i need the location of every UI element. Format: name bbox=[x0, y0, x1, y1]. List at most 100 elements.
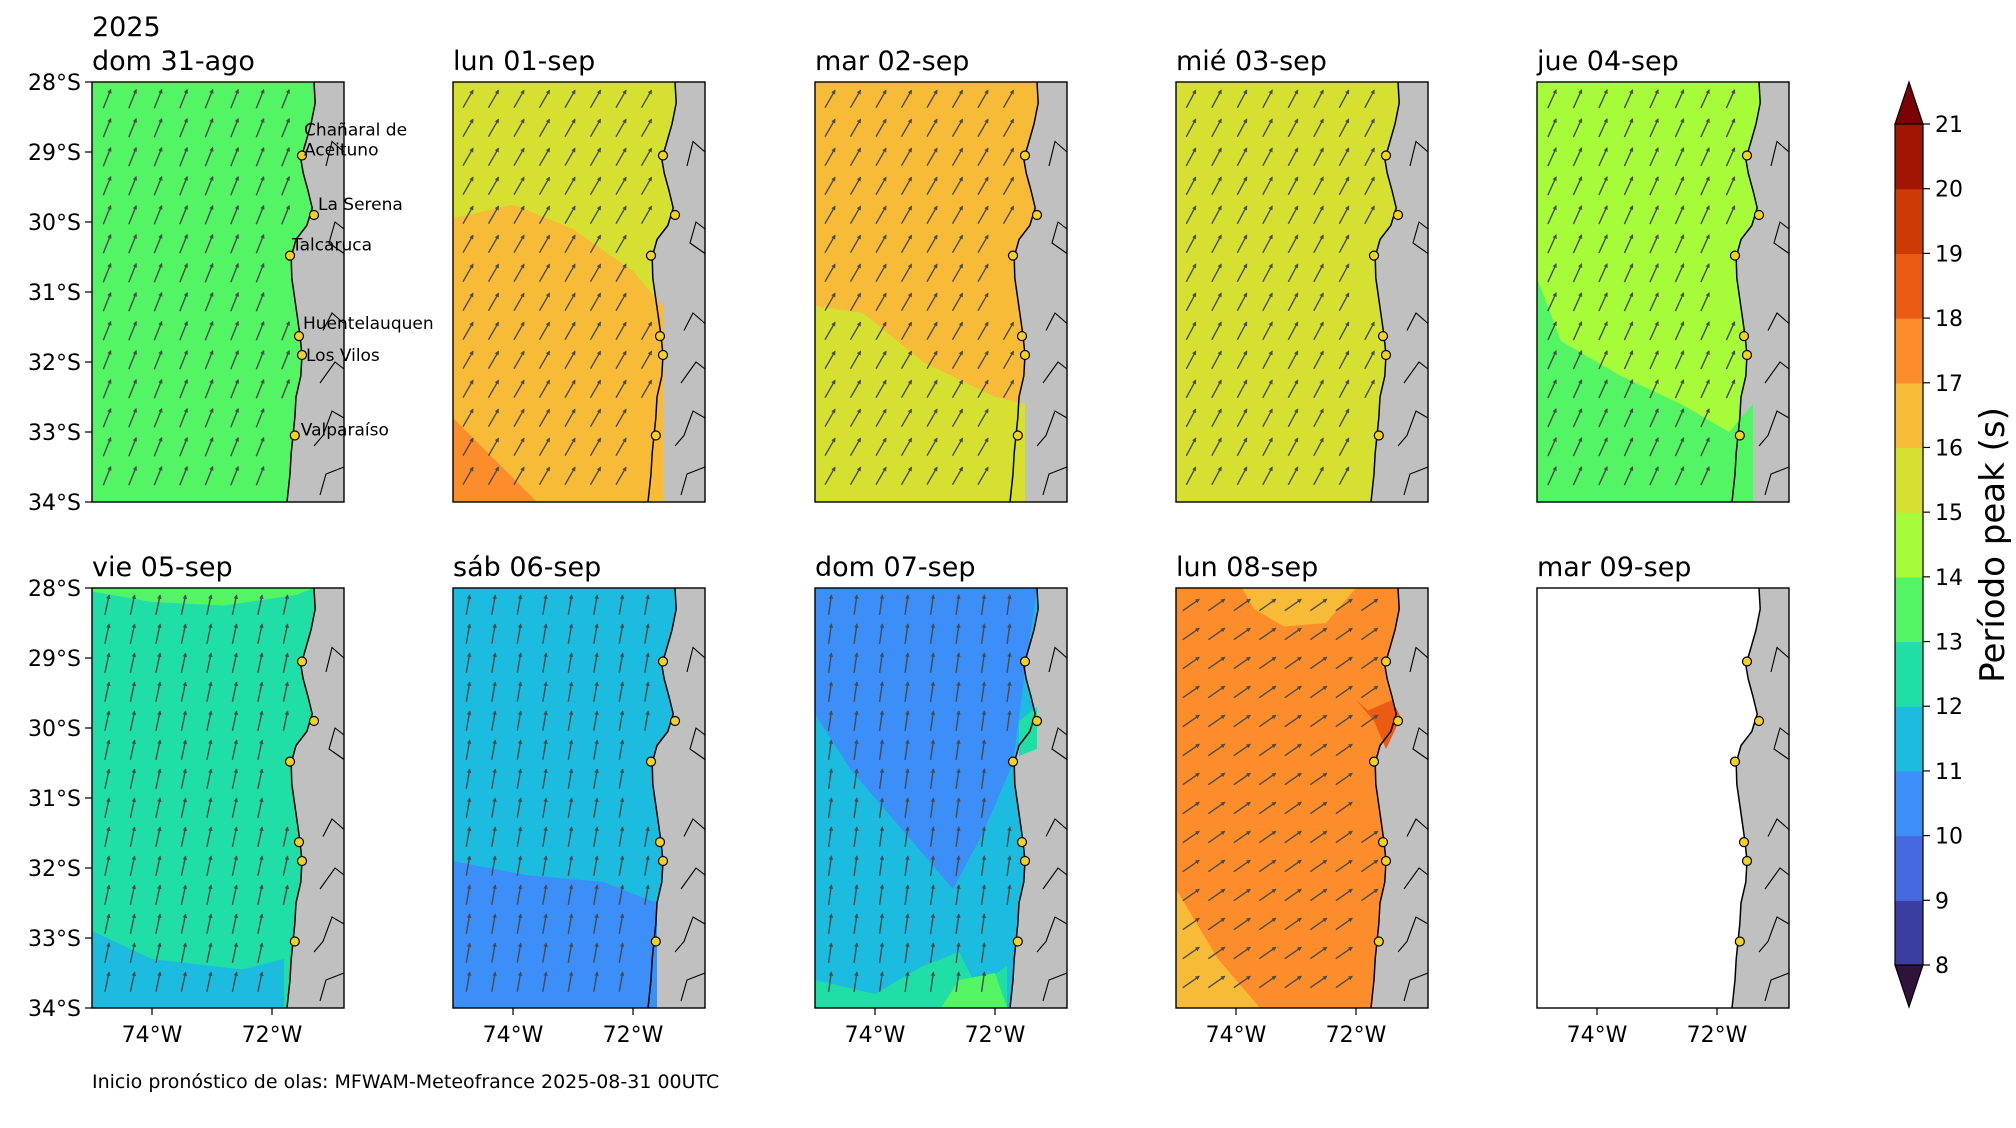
direction-arrow bbox=[1700, 437, 1710, 457]
region-border bbox=[1406, 818, 1429, 837]
direction-arrow bbox=[155, 623, 162, 644]
direction-arrow bbox=[955, 826, 961, 847]
direction-arrow bbox=[1547, 379, 1557, 399]
direction-arrow bbox=[853, 855, 859, 876]
direction-arrow bbox=[1360, 685, 1379, 699]
direction-arrow bbox=[904, 797, 910, 818]
direction-arrow bbox=[853, 681, 859, 702]
direction-arrow bbox=[1182, 743, 1200, 757]
direction-arrow bbox=[155, 797, 162, 818]
direction-arrow bbox=[231, 710, 239, 731]
coast-point-marker bbox=[1741, 656, 1753, 667]
direction-arrow bbox=[644, 681, 650, 702]
direction-arrow bbox=[1309, 627, 1328, 641]
direction-arrow bbox=[104, 913, 111, 934]
direction-arrow bbox=[153, 349, 163, 370]
direction-arrow bbox=[1725, 350, 1736, 370]
direction-arrow bbox=[929, 681, 936, 702]
direction-arrow bbox=[1338, 205, 1350, 225]
direction-arrow bbox=[153, 117, 163, 138]
direction-arrow bbox=[153, 320, 163, 341]
direction-arrow bbox=[128, 88, 137, 109]
direction-arrow bbox=[875, 89, 887, 109]
direction-arrow bbox=[853, 768, 859, 789]
direction-arrow bbox=[824, 89, 836, 109]
colorbar-segment bbox=[1895, 253, 1923, 319]
coast-point-marker bbox=[1753, 715, 1765, 727]
year-label: 2025 bbox=[92, 12, 161, 43]
direction-arrow bbox=[1335, 888, 1353, 902]
direction-arrow bbox=[1207, 772, 1226, 786]
direction-arrow bbox=[179, 146, 188, 167]
direction-arrow bbox=[1002, 321, 1015, 341]
panel-title: sáb 06-sep bbox=[453, 552, 601, 583]
direction-arrow bbox=[465, 797, 472, 818]
region-border bbox=[683, 312, 706, 331]
y-tick-label: 34°S bbox=[28, 997, 81, 1022]
direction-arrow bbox=[1258, 772, 1277, 786]
direction-arrow bbox=[1313, 205, 1324, 225]
direction-arrow bbox=[179, 88, 188, 109]
direction-arrow bbox=[849, 437, 862, 457]
region-border bbox=[689, 221, 706, 254]
direction-arrow bbox=[875, 408, 887, 428]
direction-arrow bbox=[538, 408, 551, 428]
direction-arrow bbox=[465, 681, 472, 702]
direction-arrow bbox=[1598, 118, 1608, 138]
direction-arrow bbox=[1313, 292, 1324, 312]
direction-arrow bbox=[491, 855, 497, 876]
direction-arrow bbox=[1258, 859, 1277, 873]
direction-arrow bbox=[204, 204, 214, 225]
direction-arrow bbox=[977, 263, 989, 283]
direction-arrow bbox=[255, 204, 265, 225]
direction-arrow bbox=[513, 408, 525, 428]
direction-arrow bbox=[1002, 379, 1015, 399]
direction-arrow bbox=[1182, 685, 1200, 699]
direction-arrow bbox=[849, 147, 862, 167]
direction-arrow bbox=[1309, 743, 1328, 757]
direction-arrow bbox=[102, 88, 112, 109]
direction-arrow bbox=[491, 710, 497, 731]
direction-arrow bbox=[516, 623, 523, 644]
coast-point-marker bbox=[296, 855, 308, 867]
direction-arrow bbox=[1700, 147, 1710, 167]
direction-arrow bbox=[231, 768, 239, 789]
direction-arrow bbox=[1207, 743, 1226, 757]
direction-arrow bbox=[1287, 408, 1299, 428]
direction-arrow bbox=[179, 407, 188, 428]
coast-point-marker bbox=[1031, 715, 1043, 727]
direction-arrow bbox=[1338, 437, 1350, 457]
region-border bbox=[1770, 140, 1790, 167]
direction-arrow bbox=[129, 826, 137, 847]
x-tick-label: 72°W bbox=[965, 1023, 1026, 1048]
direction-arrow bbox=[980, 623, 987, 644]
direction-arrow bbox=[487, 118, 500, 138]
direction-arrow bbox=[615, 263, 627, 283]
direction-arrow bbox=[1338, 118, 1350, 138]
coast-point-marker bbox=[296, 349, 308, 361]
direction-arrow bbox=[955, 623, 961, 644]
direction-arrow bbox=[487, 147, 500, 167]
direction-arrow bbox=[1262, 263, 1273, 283]
direction-arrow bbox=[904, 971, 910, 992]
x-tick-label: 72°W bbox=[1687, 1023, 1748, 1048]
direction-arrow bbox=[1598, 176, 1608, 196]
direction-arrow bbox=[206, 913, 213, 934]
direction-arrow bbox=[827, 710, 834, 731]
direction-arrow bbox=[179, 175, 188, 196]
direction-arrow bbox=[904, 768, 910, 789]
direction-arrow bbox=[180, 942, 188, 963]
direction-arrow bbox=[542, 768, 548, 789]
direction-arrow bbox=[538, 176, 551, 196]
direction-arrow bbox=[1700, 234, 1710, 254]
y-tick-label: 31°S bbox=[28, 281, 81, 306]
direction-arrow bbox=[1623, 89, 1634, 109]
direction-arrow bbox=[615, 292, 627, 312]
direction-arrow bbox=[980, 710, 987, 731]
direction-arrow bbox=[564, 466, 576, 486]
direction-arrow bbox=[516, 710, 523, 731]
direction-arrow bbox=[230, 407, 239, 428]
direction-arrow bbox=[615, 408, 627, 428]
direction-arrow bbox=[104, 826, 111, 847]
direction-arrow bbox=[929, 623, 936, 644]
